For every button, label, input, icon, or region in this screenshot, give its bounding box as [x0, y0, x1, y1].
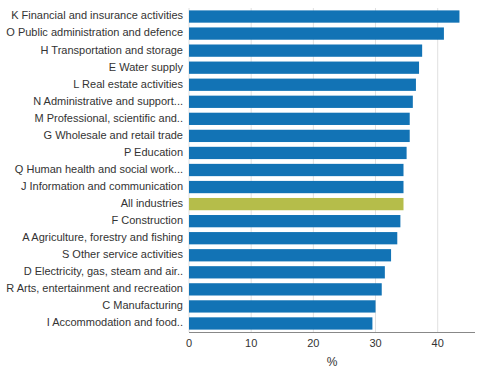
category-label: J Information and communication: [21, 180, 183, 192]
bar: [189, 198, 404, 210]
category-label: M Professional, scientific and..: [34, 112, 183, 124]
category-label: C Manufacturing: [102, 299, 183, 311]
bar: [189, 130, 410, 142]
category-label: L Real estate activities: [73, 78, 183, 90]
bar: [189, 266, 385, 278]
bar: [189, 62, 419, 74]
category-label: G Wholesale and retail trade: [44, 129, 183, 141]
category-label: P Education: [124, 146, 183, 158]
category-label: D Electricity, gas, steam and air..: [24, 265, 183, 277]
bar: [189, 164, 404, 176]
x-tick-label: 30: [369, 337, 381, 349]
category-label: R Arts, entertainment and recreation: [6, 282, 183, 294]
bar: [189, 27, 444, 39]
x-tick-label: 20: [307, 337, 319, 349]
bar: [189, 113, 410, 125]
category-label: A Agriculture, forestry and fishing: [22, 231, 183, 243]
bar: [189, 249, 391, 261]
bar: [189, 283, 382, 295]
category-label: O Public administration and defence: [6, 26, 183, 38]
category-label: H Transportation and storage: [41, 44, 183, 56]
category-label: F Construction: [111, 214, 183, 226]
grid: [189, 8, 438, 332]
category-label: E Water supply: [109, 61, 184, 73]
category-label: Q Human health and social work...: [15, 163, 183, 175]
bar: [189, 10, 459, 22]
x-tick-label: 10: [245, 337, 257, 349]
x-axis-label: %: [327, 355, 338, 369]
category-label: I Accommodation and food..: [47, 316, 183, 328]
chart: I Accommodation and food.. C Manufacturin…: [0, 0, 491, 372]
bar: [189, 44, 422, 56]
category-label: N Administrative and support...: [33, 95, 183, 107]
bar: [189, 79, 416, 91]
bar: [189, 300, 376, 312]
bar: [189, 96, 413, 108]
category-label: All industries: [121, 197, 184, 209]
x-tick-label: 0: [186, 337, 192, 349]
x-tick-labels: 0 10 20 30 40: [186, 337, 444, 349]
category-label: S Other service activities: [62, 248, 184, 260]
bar: [189, 232, 397, 244]
bar: [189, 147, 407, 159]
bar: [189, 181, 404, 193]
grid-line: [437, 8, 438, 332]
bar: [189, 215, 400, 227]
x-tick-label: 40: [432, 337, 444, 349]
category-label: K Financial and insurance activities: [11, 9, 183, 21]
category-labels: I Accommodation and food.. C Manufacturin…: [6, 9, 183, 328]
bars: [189, 10, 459, 329]
x-axis-line: [189, 332, 475, 333]
bar: [189, 317, 372, 329]
